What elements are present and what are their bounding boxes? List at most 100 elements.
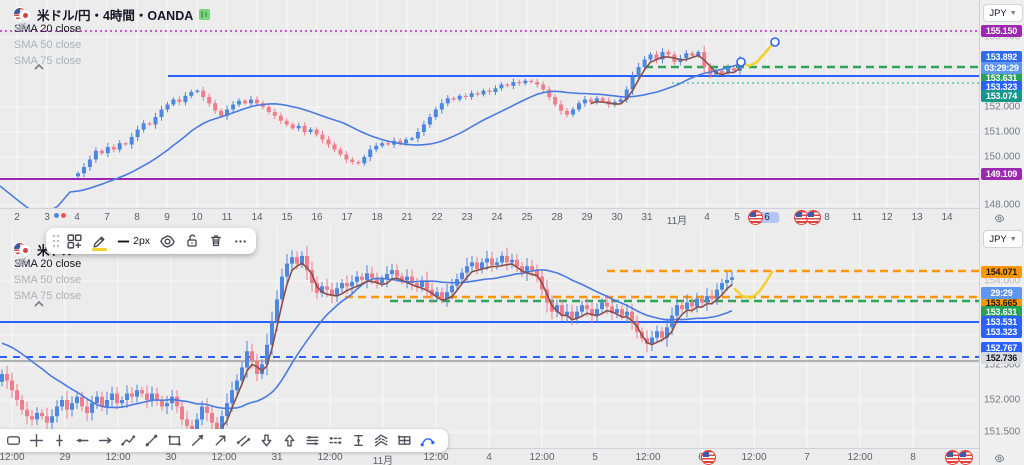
polyline-tool-icon[interactable] [117,430,140,451]
price-tick-label: 151.000 [984,126,1021,138]
time-axis-label: 8 [824,212,830,223]
yellow-curve-drawing[interactable] [739,40,777,68]
legend-row-sma75[interactable]: SMA 75 close [14,22,87,69]
economic-event-us-flag-icon[interactable] [748,210,763,225]
economic-event-us-flag-icon[interactable] [701,450,716,465]
ray-tool-icon[interactable] [94,430,117,451]
parallel-channel-tool-icon[interactable] [232,430,255,451]
curve-tool-icon[interactable] [416,430,439,451]
time-axis-label: 31 [271,452,283,463]
arrow-tool-icon[interactable] [209,430,232,451]
currency-unit-button[interactable]: JPY ▼ [983,4,1023,22]
drag-handle[interactable] [50,230,61,252]
drawing-anchor[interactable] [736,57,746,67]
price-tick-label: 154.000 [984,275,1021,287]
price-level-badge: 153.323 [981,326,1022,338]
legend-row-sma50[interactable]: SMA 50 close [14,22,87,53]
unlock-icon[interactable] [180,230,203,252]
time-axis-label: 7 [804,452,810,463]
price-level-badge: 153.631 [981,306,1022,318]
time-axis-label: 12:00 [529,452,555,463]
event-dot-icon [54,213,59,218]
price-scale[interactable]: JPY ▼ 155.000 152.000 151.000 150.000 148.000 1… [979,0,1024,465]
collapse-legend-chevron[interactable] [33,62,47,74]
gann-box-tool-icon[interactable] [393,430,416,451]
rectangle-tool-icon[interactable] [163,430,186,451]
price-level-badge: 152.736 [981,352,1022,364]
time-axis-label: 12:00 [423,452,449,463]
currency-label: JPY [989,7,1007,19]
trash-icon[interactable] [205,230,228,252]
candles [76,46,742,178]
time-axis-label: 15 [281,212,293,223]
time-axis-label: 12:00 [741,452,767,463]
time-axis-label: 10 [191,212,203,223]
time-axis-label: 14 [251,212,263,223]
economic-event-us-flag-icon[interactable] [958,450,973,465]
legend-row-sma75[interactable]: SMA 75 close [14,257,87,304]
drawing-anchor[interactable] [770,37,780,47]
template-grid-icon[interactable] [63,230,86,252]
chart-pane-top[interactable]: 米ドル/円・4時間・OANDA SMA 20 close SMA 50 close… [0,0,979,208]
vertical-line-tool-icon[interactable] [48,430,71,451]
legend-label: SMA 75 close [14,55,82,67]
time-axis-label: 22 [431,212,443,223]
fast-ma-line[interactable] [221,262,733,428]
settings-gear-icon[interactable] [156,230,179,252]
fast-ma-line[interactable] [590,54,741,106]
yellow-curve-drawing[interactable] [733,270,774,300]
horizontal-ray-tool-icon[interactable] [71,430,94,451]
cross-line-tool-icon[interactable] [25,430,48,451]
price-tick-label: 155.000 [984,31,1021,43]
time-axis-label: 12:00 [105,452,131,463]
symbol-header[interactable]: 米ドル/円・4時間・OANDA [14,5,211,24]
price-range-tool-icon[interactable] [347,430,370,451]
indicator-legend: SMA 20 close SMA 50 close SMA 75 close [14,256,87,304]
time-axis-label: 8 [134,212,140,223]
trend-line-tool-icon[interactable] [140,430,163,451]
color-pencil-icon[interactable] [88,230,111,252]
legend-row-sma20[interactable]: SMA 20 close [14,256,87,272]
line-width-icon[interactable]: 2px [112,230,153,252]
arrow-up-tool-icon[interactable] [278,430,301,451]
regression-trend-tool-icon[interactable] [370,430,393,451]
sma-20-line[interactable] [0,63,741,208]
legend-row-sma20[interactable]: SMA 20 close [14,21,87,37]
time-axis-label: 4 [704,212,710,223]
time-axis-label: 12:00 [0,452,25,463]
arrow-down-tool-icon[interactable] [255,430,278,451]
legend-row-sma50[interactable]: SMA 50 close [14,257,87,288]
time-axis-label: 12:00 [847,452,873,463]
time-axis-label: 14 [941,212,953,223]
more-options-icon[interactable] [229,230,252,252]
time-axis-label: 4 [74,212,80,223]
time-axis-label: 2 [14,212,20,223]
time-axis-bottom[interactable]: 12:00 29 12:00 30 12:00 31 12:00 11月 12:00 4 12:00… [0,448,979,465]
time-axis-label: 31 [641,212,653,223]
arrow-marker-tool-icon[interactable] [186,430,209,451]
active-color-swatch [91,248,107,251]
economic-event-us-flag-icon[interactable] [794,210,809,225]
price-level-badge: 149.109 [981,168,1022,180]
legend-label: SMA 20 close [14,23,82,35]
economic-event-us-flag-icon[interactable] [806,210,821,225]
time-axis-label: 24 [491,212,503,223]
collapse-legend-chevron[interactable] [33,299,47,311]
time-axis-label: 7 [104,212,110,223]
price-scale-settings-gear-icon[interactable] [994,211,1005,229]
price-tick-label: 152.000 [984,394,1021,406]
price-scale-settings-gear-icon[interactable] [994,451,1005,465]
time-axis-top[interactable]: 2 3 4 7 8 9 10 11 14 15 16 17 18 21 22 23 24 25 28 29 30 31 11… [0,208,979,228]
rounded-rectangle-tool-icon[interactable] [2,430,25,451]
legend-label: SMA 50 close [14,274,82,286]
currency-unit-button[interactable]: JPY ▼ [983,230,1023,248]
dashed-channel-tool-icon[interactable] [324,430,347,451]
legend-label: SMA 20 close [14,258,82,270]
candlestick-chart-1h[interactable] [0,226,979,448]
candlestick-chart-4h[interactable] [0,0,979,208]
time-axis-label: 29 [581,212,593,223]
event-dot-icon [61,213,66,218]
horizontal-channel-tool-icon[interactable] [301,430,324,451]
